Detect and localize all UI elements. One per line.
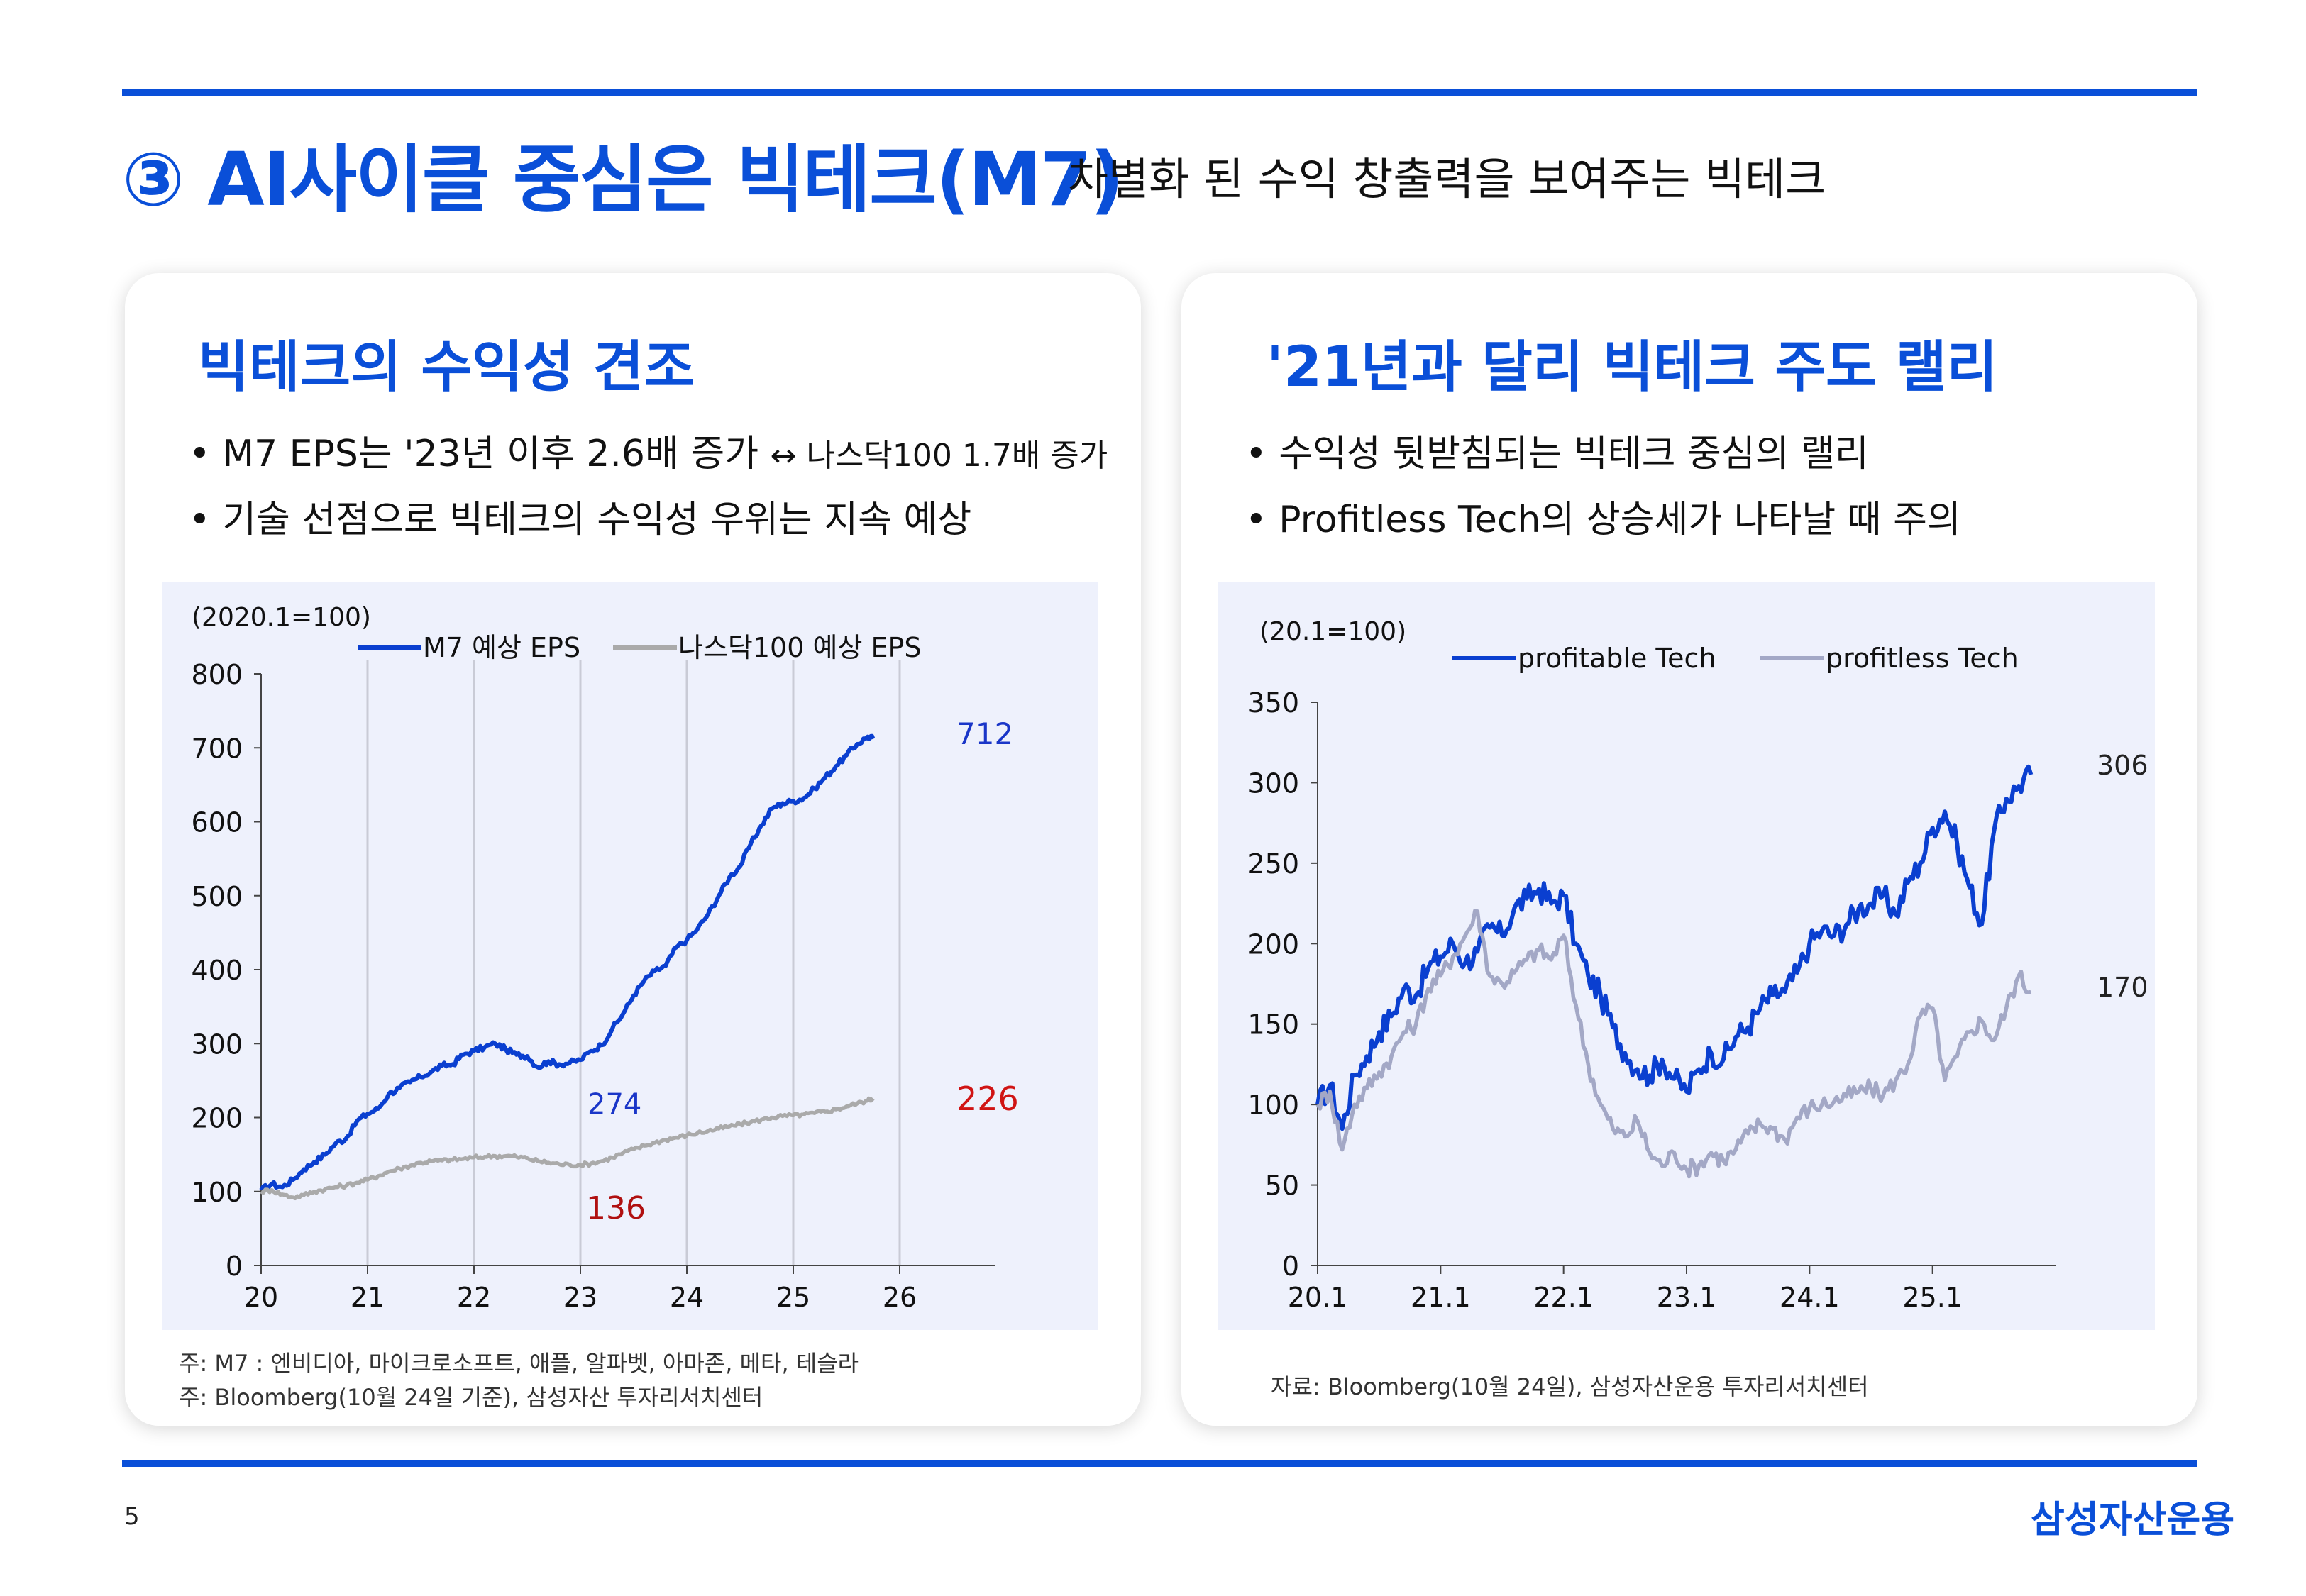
chart-tech: 0 50 100 150 200 250 300 350 20.1 21.1 22.1 23.1 24.… — [1247, 617, 2148, 1313]
y-tick-label: 200 — [1247, 929, 1299, 960]
y-tick-label: 100 — [191, 1177, 243, 1208]
y-tick-label: 0 — [226, 1251, 243, 1282]
bullet-left-1-compare: 나스닥100 1.7배 증가 — [806, 438, 1108, 474]
y-tick-label: 300 — [1247, 767, 1299, 799]
bottom-rule — [122, 1460, 2197, 1467]
bullet-right-2: • Profitless Tech의 상승세가 나타날 때 주의 — [1245, 499, 1961, 541]
x-tick-label: 23.1 — [1657, 1282, 1717, 1313]
data-label: 712 — [956, 716, 1013, 751]
x-tick-label: 23 — [563, 1282, 597, 1313]
card-bigtech-profitability: 빅테크의 수익성 견조 • M7 EPS는 '23년 이후 2.6배 증가 ↔ … — [125, 273, 1141, 1426]
data-label: 226 — [956, 1080, 1019, 1118]
note-right-1: 자료: Bloomberg(10월 24일), 삼성자산운용 투자리서치센터 — [1271, 1373, 1869, 1400]
data-label: 274 — [587, 1088, 641, 1121]
x-tick-label: 24.1 — [1780, 1282, 1840, 1313]
y-tick-label: 400 — [191, 955, 243, 986]
legend-label-1: M7 예상 EPS — [423, 632, 580, 663]
page-title: ③ AI사이클 중심은 빅테크(M7) — [122, 136, 1124, 223]
x-tick-label: 22 — [457, 1282, 491, 1313]
chart-panel-tech: 0 50 100 150 200 250 300 350 20.1 21.1 22.1 23.1 24.… — [1218, 582, 2155, 1330]
note-left-1: 주: M7 : 엔비디아, 마이크로소프트, 애플, 알파벳, 아마존, 메타,… — [179, 1350, 859, 1377]
note-left-2: 주: Bloomberg(10월 24일 기준), 삼성자산 투자리서치센터 — [179, 1384, 763, 1411]
double-arrow-icon: ↔ — [770, 438, 807, 474]
y-tick-label: 500 — [191, 881, 243, 912]
card-title-right: '21년과 달리 빅테크 주도 랠리 — [1267, 336, 1998, 399]
y-tick-label: 600 — [191, 807, 243, 838]
data-label: 136 — [586, 1190, 646, 1226]
bullet-right-1: • 수익성 뒷받침되는 빅테크 중심의 랠리 — [1245, 433, 1869, 475]
page-subtitle: 차별화 된 수익 창출력을 보여주는 빅테크 — [1068, 153, 1826, 205]
card-title-left: 빅테크의 수익성 견조 — [198, 336, 695, 399]
series-line-1 — [259, 733, 876, 1192]
card-bigtech-rally: '21년과 달리 빅테크 주도 랠리 • 수익성 뒷받침되는 빅테크 중심의 랠… — [1181, 273, 2197, 1426]
unit-label: (2020.1=100) — [192, 603, 371, 632]
y-tick-label: 700 — [191, 733, 243, 764]
brand-logo: 삼성자산운용 — [2031, 1499, 2235, 1541]
x-tick-label: 20.1 — [1288, 1282, 1348, 1313]
x-tick-label: 22.1 — [1533, 1282, 1594, 1313]
x-tick-label: 24 — [670, 1282, 704, 1313]
chart-panel-eps: 0 100 200 300 400 500 600 700 800 20 21 22 23 24 25 26 (… — [162, 582, 1098, 1330]
y-tick-label: 50 — [1265, 1170, 1299, 1202]
top-rule — [122, 89, 2197, 96]
data-label: 170 — [2097, 972, 2148, 1003]
x-tick-label: 25 — [776, 1282, 810, 1313]
y-tick-label: 100 — [1247, 1090, 1299, 1121]
y-tick-label: 350 — [1247, 687, 1299, 719]
y-tick-label: 200 — [191, 1103, 243, 1134]
chart-eps: 0 100 200 300 400 500 600 700 800 20 21 22 23 24 25 26 (… — [191, 603, 1019, 1313]
series-line-2 — [260, 1096, 875, 1201]
series-line-2 — [1315, 908, 2032, 1179]
page-number: 5 — [124, 1502, 140, 1531]
series-line-1 — [1315, 764, 2034, 1131]
legend-label-2: profitless Tech — [1826, 643, 2019, 674]
y-tick-label: 300 — [191, 1029, 243, 1060]
legend-label-1: profitable Tech — [1518, 643, 1716, 674]
x-tick-label: 26 — [883, 1282, 917, 1313]
y-tick-label: 250 — [1247, 848, 1299, 880]
data-label: 306 — [2097, 750, 2148, 781]
y-tick-label: 800 — [191, 659, 243, 690]
x-tick-label: 25.1 — [1902, 1282, 1963, 1313]
y-tick-label: 0 — [1282, 1251, 1299, 1282]
x-tick-label: 20 — [244, 1282, 278, 1313]
legend-label-2: 나스닥100 예상 EPS — [678, 632, 922, 663]
unit-label: (20.1=100) — [1259, 617, 1406, 646]
x-tick-label: 21 — [351, 1282, 385, 1313]
bullet-left-1-main: • M7 EPS는 '23년 이후 2.6배 증가 — [189, 433, 771, 475]
bullet-left-2: • 기술 선점으로 빅테크의 수익성 우위는 지속 예상 — [189, 499, 972, 541]
y-tick-label: 150 — [1247, 1009, 1299, 1041]
x-tick-label: 21.1 — [1411, 1282, 1471, 1313]
bullet-left-1: • M7 EPS는 '23년 이후 2.6배 증가 ↔ 나스닥100 1.7배 … — [189, 423, 1108, 477]
